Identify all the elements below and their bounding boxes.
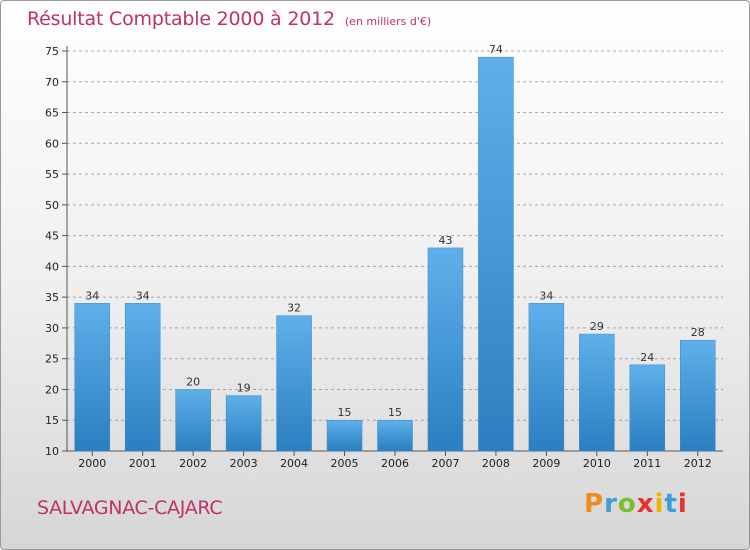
bar-2009 — [528, 303, 565, 452]
y-tick-label: 75 — [45, 45, 59, 58]
data-label: 34 — [136, 289, 150, 302]
y-tick-label: 40 — [45, 260, 59, 273]
data-label: 74 — [489, 43, 503, 56]
logo-letter: i — [677, 489, 688, 519]
x-tick-label: 2006 — [381, 457, 409, 470]
x-tick-label: 2008 — [482, 457, 510, 470]
bar-2008 — [478, 56, 514, 452]
x-tick-label: 2005 — [331, 457, 359, 470]
bar-2000 — [74, 303, 110, 452]
y-tick-label: 20 — [45, 383, 59, 396]
data-label: 32 — [287, 302, 301, 315]
x-tick-label: 2004 — [280, 457, 308, 470]
x-tick-label: 2010 — [583, 457, 611, 470]
bar-2011 — [629, 364, 666, 452]
y-tick-label: 30 — [45, 322, 59, 335]
x-tick-label: 2007 — [431, 457, 459, 470]
bar-2003 — [225, 395, 262, 452]
data-label: 34 — [85, 289, 99, 302]
logo-letter: o — [617, 489, 637, 519]
x-tick-label: 2012 — [684, 457, 712, 470]
y-tick-label: 65 — [45, 107, 59, 120]
y-tick-label: 55 — [45, 168, 59, 181]
bar-2001 — [124, 303, 161, 452]
data-label: 34 — [539, 289, 553, 302]
logo-letter: x — [636, 489, 655, 519]
data-label: 29 — [590, 320, 604, 333]
x-tick-label: 2003 — [230, 457, 258, 470]
logo-letter: r — [604, 489, 618, 519]
x-tick-label: 2002 — [179, 457, 207, 470]
y-tick-label: 35 — [45, 291, 59, 304]
x-tick-label: 2001 — [129, 457, 157, 470]
commune-name: SALVAGNAC-CAJARC — [37, 497, 223, 519]
bar-2005 — [326, 419, 363, 452]
logo-letter: t — [664, 489, 678, 519]
y-tick-label: 10 — [45, 445, 59, 458]
chart-title-main: Résultat Comptable 2000 à 2012 — [27, 8, 335, 30]
y-tick-label: 50 — [45, 199, 59, 212]
proxiti-logo: Proxiti — [584, 489, 688, 519]
y-tick-label: 60 — [45, 137, 59, 150]
bar-2006 — [377, 419, 413, 452]
bar-2004 — [276, 315, 312, 452]
bar-2010 — [579, 333, 615, 452]
y-tick-label: 45 — [45, 230, 59, 243]
x-tick-label: 2011 — [633, 457, 661, 470]
y-tick-label: 15 — [45, 414, 59, 427]
bar-2002 — [175, 389, 211, 452]
data-label: 20 — [186, 375, 200, 388]
y-tick-label: 25 — [45, 353, 59, 366]
chart-subtitle: (en milliers d'€) — [344, 15, 432, 28]
data-label: 19 — [237, 382, 251, 395]
data-label: 28 — [691, 326, 705, 339]
x-tick-label: 2000 — [78, 457, 106, 470]
logo-letter: P — [584, 489, 605, 519]
bar-2012 — [680, 339, 716, 452]
y-tick-label: 70 — [45, 76, 59, 89]
x-tick-label: 2009 — [532, 457, 560, 470]
chart-title: Résultat Comptable 2000 à 2012 (en millie… — [27, 8, 431, 30]
data-label: 43 — [438, 234, 452, 247]
bar-2007 — [427, 247, 464, 452]
data-label: 24 — [640, 351, 654, 364]
data-label: 15 — [338, 406, 352, 419]
data-label: 15 — [388, 406, 402, 419]
logo-letter: i — [654, 489, 665, 519]
